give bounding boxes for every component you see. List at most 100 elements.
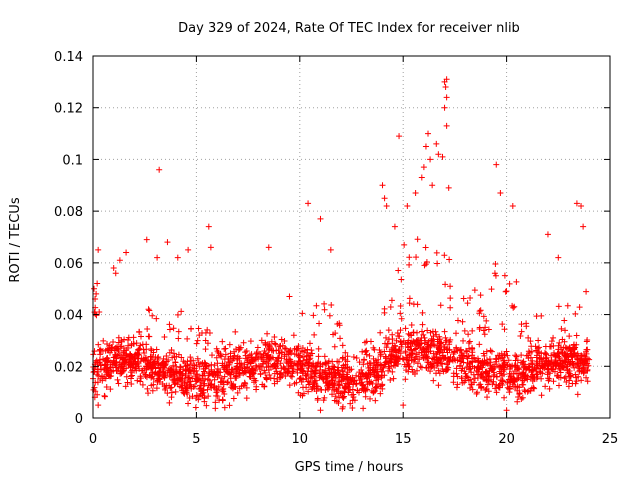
data-point <box>336 320 343 327</box>
data-point <box>138 355 145 362</box>
data-point <box>219 386 226 393</box>
data-point <box>195 359 202 366</box>
data-point <box>513 278 520 285</box>
data-point <box>104 358 111 365</box>
data-point <box>302 361 309 368</box>
y-tick-label: 0.12 <box>54 102 83 117</box>
data-point <box>238 360 245 367</box>
data-point <box>128 373 135 380</box>
data-point <box>531 385 538 392</box>
data-point <box>236 345 243 352</box>
data-point <box>422 337 429 344</box>
data-point <box>342 361 349 368</box>
data-point <box>244 357 251 364</box>
data-point <box>414 360 421 367</box>
data-point <box>527 338 534 345</box>
data-point <box>420 331 427 338</box>
data-point <box>427 156 434 163</box>
data-point <box>312 377 319 384</box>
data-point <box>407 343 414 350</box>
data-point <box>444 345 451 352</box>
data-point <box>299 310 306 317</box>
data-point <box>491 364 498 371</box>
data-point <box>397 310 404 317</box>
data-point <box>433 140 440 147</box>
data-point <box>462 370 469 377</box>
data-point <box>519 394 526 401</box>
data-point <box>521 387 528 394</box>
data-point <box>216 369 223 376</box>
data-point <box>445 184 452 191</box>
data-point <box>171 373 178 380</box>
data-point <box>466 366 473 373</box>
data-point <box>447 304 454 311</box>
data-point <box>303 356 310 363</box>
data-point <box>166 326 173 333</box>
data-point <box>574 391 581 398</box>
data-point <box>398 343 405 350</box>
data-point <box>175 377 182 384</box>
data-point <box>466 338 473 345</box>
data-point <box>107 386 114 393</box>
data-point <box>258 337 265 344</box>
data-point <box>203 402 210 409</box>
data-point <box>360 387 367 394</box>
data-point <box>437 302 444 309</box>
data-point <box>94 391 101 398</box>
data-point <box>209 371 216 378</box>
y-tick-label: 0.02 <box>54 360 83 375</box>
y-axis-label: ROTI / TECUs <box>8 197 23 282</box>
data-point <box>453 330 460 337</box>
data-point <box>167 385 174 392</box>
chart-title: Day 329 of 2024, Rate Of TEC Index for r… <box>178 21 520 36</box>
data-point <box>391 223 398 230</box>
data-point <box>383 202 390 209</box>
data-point <box>130 334 137 341</box>
data-point <box>309 369 316 376</box>
data-point <box>303 375 310 382</box>
data-point <box>565 357 572 364</box>
data-point <box>509 202 516 209</box>
data-point <box>506 370 513 377</box>
data-point <box>313 302 320 309</box>
data-point <box>303 349 310 356</box>
data-point <box>150 349 157 356</box>
data-point <box>413 351 420 358</box>
data-point <box>443 76 450 83</box>
data-point <box>186 366 193 373</box>
data-point <box>201 394 208 401</box>
data-point <box>153 385 160 392</box>
data-point <box>583 338 590 345</box>
data-point <box>137 378 144 385</box>
data-point <box>227 350 234 357</box>
data-point <box>434 336 441 343</box>
data-point <box>480 313 487 320</box>
data-point <box>467 359 474 366</box>
data-point <box>116 257 123 264</box>
data-point <box>100 356 107 363</box>
data-point <box>114 343 121 350</box>
data-point <box>321 306 328 313</box>
data-point <box>424 355 431 362</box>
data-point <box>506 280 513 287</box>
x-tick-label: 15 <box>395 432 412 447</box>
data-point <box>362 339 368 346</box>
data-point <box>146 307 153 314</box>
data-point <box>163 382 170 389</box>
data-point <box>379 182 386 189</box>
data-point <box>495 362 502 369</box>
data-point <box>345 379 352 386</box>
data-point <box>115 380 122 387</box>
data-point <box>453 365 460 372</box>
data-point <box>316 374 323 381</box>
data-point <box>419 309 426 316</box>
data-point <box>372 397 379 404</box>
data-point <box>382 353 389 360</box>
data-point <box>475 365 482 372</box>
data-point <box>481 352 488 359</box>
data-point <box>214 360 221 367</box>
data-point <box>93 312 100 319</box>
data-point <box>308 347 315 354</box>
data-point <box>371 373 378 380</box>
data-point <box>332 330 339 337</box>
